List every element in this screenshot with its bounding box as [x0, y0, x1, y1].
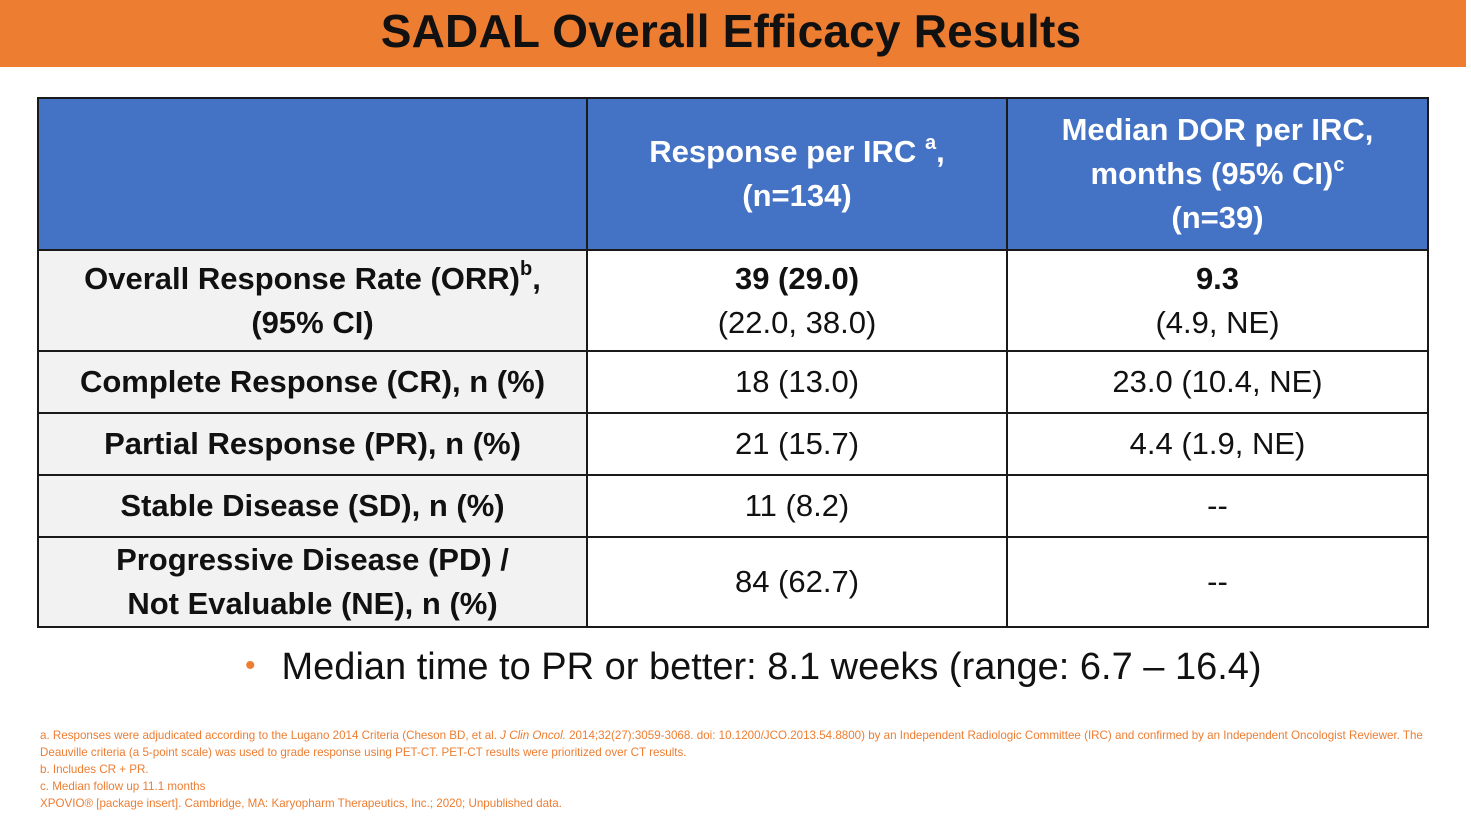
table-row-orr: Overall Response Rate (ORR)b, (95% CI) 3…: [37, 249, 1429, 352]
footnote-reference: XPOVIO® [package insert]. Cambridge, MA:…: [40, 797, 562, 810]
cr-response-cell: 18 (13.0): [586, 350, 1008, 414]
pd-response-cell: 84 (62.7): [586, 536, 1008, 628]
cr-dor-cell: 23.0 (10.4, NE): [1006, 350, 1429, 414]
header-empty-cell: [37, 97, 588, 251]
orr-dor-value: 9.3: [1195, 260, 1240, 296]
pr-dor-cell: 4.4 (1.9, NE): [1006, 412, 1429, 476]
pd-dor-cell: --: [1006, 536, 1429, 628]
header-response-main: Response per IRC: [649, 134, 917, 169]
header-response-per-irc: Response per IRC a, (n=134): [586, 97, 1008, 251]
efficacy-table: Response per IRC a, (n=134) Median DOR p…: [37, 97, 1429, 628]
sd-response-cell: 11 (8.2): [586, 474, 1008, 538]
table-row-pd: Progressive Disease (PD) / Not Evaluable…: [37, 536, 1429, 628]
footnote-a-journal: J Clin Oncol.: [500, 729, 566, 742]
bullet-icon: •: [245, 649, 256, 682]
slide-title: SADAL Overall Efficacy Results: [380, 4, 1082, 57]
table-row-cr: Complete Response (CR), n (%) 18 (13.0) …: [37, 350, 1429, 414]
row-label-pd: Progressive Disease (PD) / Not Evaluable…: [37, 536, 588, 628]
median-time-bullet: • Median time to PR or better: 8.1 weeks …: [245, 646, 1262, 689]
footnote-a: a. Responses were adjudicated according …: [40, 727, 1430, 761]
pr-response-cell: 21 (15.7): [586, 412, 1008, 476]
header-dor-line1: Median DOR per IRC,: [1061, 112, 1374, 147]
row-label-pr: Partial Response (PR), n (%): [37, 412, 588, 476]
orr-label-sup: b: [520, 258, 533, 281]
sd-dor-cell: --: [1006, 474, 1429, 538]
orr-response-value: 39 (29.0): [734, 260, 860, 296]
header-response-sup: a: [924, 131, 937, 154]
bullet-text: Median time to PR or better: 8.1 weeks (…: [281, 646, 1262, 688]
orr-dor-ci: (4.9, NE): [1155, 304, 1280, 340]
footnotes: a. Responses were adjudicated according …: [40, 727, 1430, 812]
footnote-a-part2: 2014;32(27):3059-3068. doi: 10.1200/JCO.…: [40, 729, 1423, 759]
header-dor-sup: c: [1333, 153, 1345, 176]
footnote-b: b. Includes CR + PR.: [40, 763, 149, 776]
row-label-sd: Stable Disease (SD), n (%): [37, 474, 588, 538]
pd-label-line2: Not Evaluable (NE), n (%): [127, 586, 498, 621]
row-label-cr: Complete Response (CR), n (%): [37, 350, 588, 414]
header-dor-line2: months (95% CI): [1090, 156, 1334, 191]
header-response-n: (n=134): [742, 178, 852, 213]
footnote-c: c. Median follow up 11.1 months: [40, 780, 206, 793]
pd-label-line1: Progressive Disease (PD) /: [116, 542, 509, 577]
header-dor-n: (n=39): [1171, 200, 1264, 235]
title-bar: SADAL Overall Efficacy Results: [0, 0, 1466, 67]
orr-response-ci: (22.0, 38.0): [717, 304, 877, 340]
header-response-tail: ,: [936, 134, 945, 169]
orr-response-cell: 39 (29.0) (22.0, 38.0): [586, 249, 1008, 352]
orr-label-tail: ,: [532, 260, 541, 296]
row-label-orr: Overall Response Rate (ORR)b, (95% CI): [37, 249, 588, 352]
table-row-sd: Stable Disease (SD), n (%) 11 (8.2) --: [37, 474, 1429, 538]
orr-label-ci: (95% CI): [251, 304, 374, 340]
header-median-dor: Median DOR per IRC, months (95% CI)c (n=…: [1006, 97, 1429, 251]
orr-dor-cell: 9.3 (4.9, NE): [1006, 249, 1429, 352]
table-header-row: Response per IRC a, (n=134) Median DOR p…: [37, 97, 1429, 251]
footnote-a-part1: a. Responses were adjudicated according …: [40, 729, 501, 742]
orr-label-main: Overall Response Rate (ORR): [84, 260, 520, 296]
table-row-pr: Partial Response (PR), n (%) 21 (15.7) 4…: [37, 412, 1429, 476]
